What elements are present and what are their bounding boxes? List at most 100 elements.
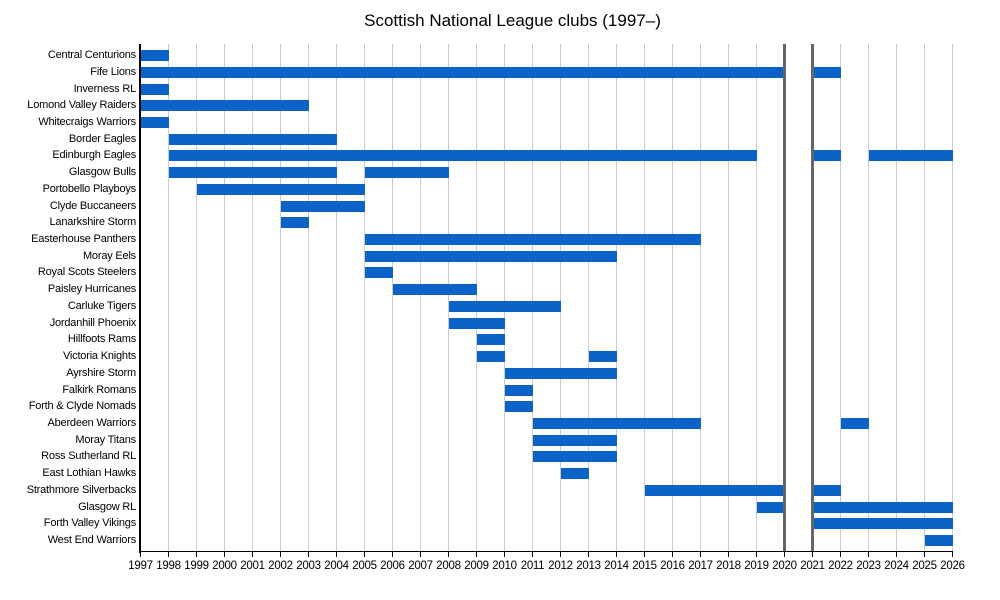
year-gridline [532,44,533,551]
x-axis-year-label: 2022 [828,560,853,572]
club-label: Inverness RL [73,82,137,95]
x-axis-year-label: 2016 [660,560,685,572]
gantt-bar-segment [504,384,533,396]
club-label: Moray Eels [82,249,136,262]
x-axis-tick [252,552,253,557]
year-gridline [280,44,281,551]
gantt-bar-segment [532,451,617,463]
gantt-bar-segment [168,150,757,162]
year-gridline [196,44,197,551]
year-gridline [252,44,253,551]
gantt-bar-segment [560,468,589,480]
x-axis-year-label: 2014 [604,560,629,572]
year-gridline [588,44,589,551]
year-gridline [224,44,225,551]
x-axis-tick [224,552,225,557]
chart-title: Scottish National League clubs (1997–) [364,11,661,30]
year-gridline [700,44,701,551]
gantt-bar-segment [756,501,785,513]
x-axis-year-label: 2010 [492,560,517,572]
club-label: Hillfoots Rams [67,333,136,346]
club-label: Forth Valley Vikings [43,517,136,530]
x-axis-year-label: 2006 [380,560,405,572]
x-axis-tick [896,552,897,557]
year-gridline [672,44,673,551]
x-axis-year-label: 2003 [296,560,321,572]
club-label: Jordanhill Phoenix [49,316,136,329]
gantt-bar-segment [168,167,337,179]
x-axis-tick [420,552,421,557]
gantt-bar-segment [588,351,617,363]
x-axis-tick [952,552,953,557]
year-gridline [168,44,169,551]
club-label: Strathmore Silverbacks [26,483,137,496]
year-gridline [560,44,561,551]
club-label: Whitecraigs Warriors [38,115,136,128]
gantt-bar-segment [812,150,841,162]
gantt-bar-segment [812,484,841,496]
x-axis-year-label: 2017 [688,560,713,572]
club-label: Clyde Buccaneers [49,199,136,212]
club-label: Lomond Valley Raiders [27,99,136,112]
gantt-bar-segment [812,518,953,530]
x-axis-tick [168,552,169,557]
gantt-bar-segment [532,434,617,446]
x-axis-year-label: 2008 [436,560,461,572]
gantt-bar-segment [448,300,561,312]
club-label: Carluke Tigers [67,299,136,312]
club-label: Falkirk Romans [62,383,136,396]
club-label: Glasgow Bulls [68,166,136,179]
x-axis-year-label: 2018 [716,560,741,572]
gantt-bar-segment [448,317,505,329]
gantt-bar-segment [476,334,505,346]
year-gridline [868,44,869,551]
club-label: Victoria Knights [62,350,136,363]
x-axis-tick [700,552,701,557]
x-axis-year-label: 2020 [772,560,797,572]
gantt-bar-segment [280,217,309,229]
year-gridline [952,44,953,551]
x-axis-year-label: 2019 [744,560,769,572]
x-axis-tick [616,552,617,557]
year-gridline [840,44,841,551]
club-label: Easterhouse Panthers [31,233,136,246]
year-gridline [308,44,309,551]
club-label: Edinburgh Eagles [52,149,136,162]
gantt-bar-segment [504,401,533,413]
x-axis-year-label: 2000 [212,560,237,572]
x-axis-year-label: 2005 [352,560,377,572]
x-axis-tick [504,552,505,557]
y-axis [139,44,141,553]
x-axis-year-label: 2013 [576,560,601,572]
gantt-bar-segment [924,534,953,546]
x-axis-tick [476,552,477,557]
x-axis-tick [840,552,841,557]
gantt-bar-segment [140,50,169,62]
x-axis-year-label: 2025 [912,560,937,572]
x-axis-year-label: 2015 [632,560,657,572]
x-axis-year-label: 2004 [324,560,349,572]
x-axis-tick [392,552,393,557]
season-break-line [811,44,814,551]
year-gridline [504,44,505,551]
year-gridline [616,44,617,551]
gantt-bar-segment [364,167,449,179]
x-axis-year-label: 2023 [856,560,881,572]
club-label: Glasgow RL [78,500,136,513]
x-axis-tick [308,552,309,557]
gantt-bar-segment [532,417,701,429]
x-axis-year-label: 2012 [548,560,573,572]
club-label: Paisley Hurricanes [47,283,136,296]
gantt-bar-segment [280,200,365,212]
x-axis-year-label: 2007 [408,560,433,572]
x-axis [139,550,953,552]
year-gridline [420,44,421,551]
gantt-bar-segment [196,183,365,195]
x-axis-tick [784,552,785,557]
x-axis-year-label: 2011 [520,560,545,572]
year-gridline [644,44,645,551]
x-axis-tick [280,552,281,557]
year-gridline [392,44,393,551]
gantt-bar-segment [644,484,785,496]
gantt-bar-segment [476,351,505,363]
